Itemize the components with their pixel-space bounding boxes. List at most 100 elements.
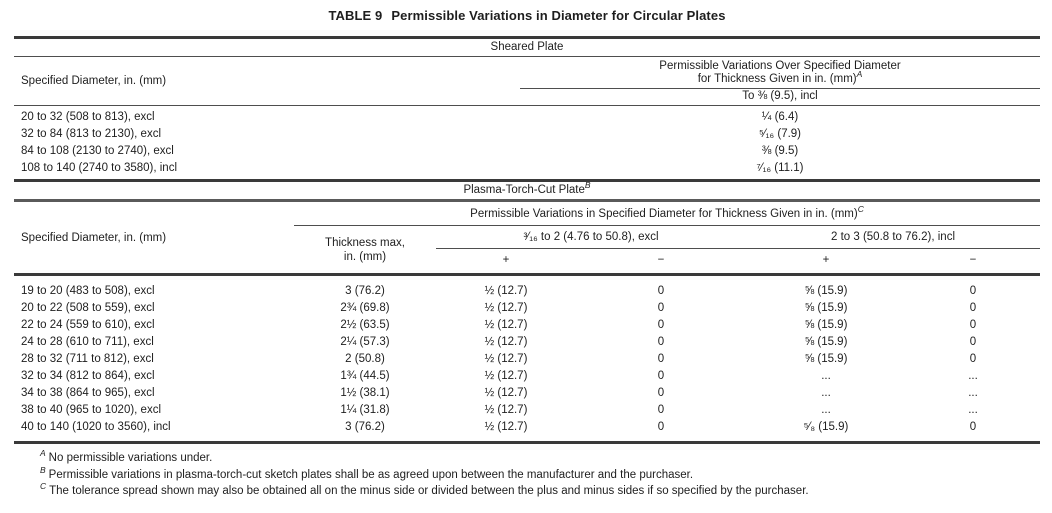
sheared-thickness-subheader: To ⅜ (9.5), incl: [742, 90, 818, 102]
diameter-cell: 22 to 24 (559 to 610), excl: [21, 318, 155, 331]
table-title: TABLE 9 Permissible Variations in Diamete…: [14, 0, 1040, 36]
diameter-cell: 32 to 34 (812 to 864), excl: [21, 369, 155, 382]
group1-plus-cell: ½ (12.7): [484, 403, 528, 416]
table-row: 24 to 28 (610 to 711), excl 2¼ (57.3) ½ …: [14, 333, 1040, 350]
footnote-a-text: No permissible variations under.: [48, 452, 213, 464]
plasma-section-label: Plasma-Torch-Cut PlateB: [14, 180, 1040, 199]
group2-plus-cell: ⅝ (15.9): [804, 284, 848, 297]
variation-cell: ¼ (6.4): [761, 110, 799, 123]
diameter-cell: 34 to 38 (864 to 965), excl: [21, 386, 155, 399]
group2-plus-cell: ⅝ (15.9): [804, 318, 848, 331]
table-number: TABLE 9: [328, 8, 383, 23]
table-row: 19 to 20 (483 to 508), excl 3 (76.2) ½ (…: [14, 282, 1040, 299]
plasma-subheader-block: Thickness max, in. (mm) ³⁄₁₆ to 2 (4.76 …: [294, 226, 1040, 273]
variation-cell: ⁷⁄₁₆ (11.1): [756, 161, 804, 174]
diameter-cell: 20 to 22 (508 to 559), excl: [21, 301, 155, 314]
sheared-variations-column: Permissible Variations Over Specified Di…: [520, 57, 1040, 105]
thickness-cell: 3 (76.2): [345, 420, 385, 433]
group2-plus-header: +: [822, 254, 830, 266]
group2-minus-cell: 0: [969, 301, 977, 314]
plasma-header-row: Specified Diameter, in. (mm) Permissible…: [14, 202, 1040, 273]
diameter-cell: 40 to 140 (1020 to 3560), incl: [21, 420, 171, 433]
group1-plus-cell: ½ (12.7): [484, 284, 528, 297]
thickness-cell: 1¾ (44.5): [340, 369, 390, 382]
diameter-cell: 108 to 140 (2740 to 3580), incl: [21, 161, 178, 174]
group2-minus-header: −: [969, 254, 977, 266]
diameter-cell: 38 to 40 (965 to 1020), excl: [21, 403, 162, 416]
group1-plus-cell: ½ (12.7): [484, 318, 528, 331]
sheared-header-top-rule: [14, 56, 1040, 57]
group1-minus-cell: 0: [657, 284, 665, 297]
table-row: 28 to 32 (711 to 812), excl 2 (50.8) ½ (…: [14, 350, 1040, 367]
table-row: 22 to 24 (559 to 610), excl 2½ (63.5) ½ …: [14, 316, 1040, 333]
footnote-b-marker: B: [40, 464, 46, 475]
plasma-variations-header-text: Permissible Variations in Specified Diam…: [470, 208, 858, 220]
thickness-max-header-line2: in. (mm): [343, 250, 387, 263]
sheared-header-row: Specified Diameter, in. (mm) Permissible…: [14, 57, 1040, 105]
variation-cell: ⁵⁄₁₆ (7.9): [758, 127, 802, 140]
plasma-diameter-header: Specified Diameter, in. (mm): [21, 231, 167, 244]
plasma-table-body: 19 to 20 (483 to 508), excl 3 (76.2) ½ (…: [14, 276, 1040, 441]
sheared-variations-header: Permissible Variations Over Specified Di…: [520, 57, 1040, 89]
group1-minus-header: −: [657, 254, 665, 266]
group1-plus-header: +: [502, 254, 510, 266]
group2-minus-cell: ...: [968, 386, 978, 399]
diameter-cell: 32 to 84 (813 to 2130), excl: [21, 127, 162, 140]
footnote-b-text: Permissible variations in plasma-torch-c…: [48, 468, 694, 481]
sheared-section-label: Sheared Plate: [490, 41, 564, 53]
thickness-group1-header: ³⁄₁₆ to 2 (4.76 to 50.8), excl: [523, 231, 659, 243]
thickness-cell: 2¼ (57.3): [340, 335, 390, 348]
footnote-ref-b: B: [584, 180, 591, 191]
group1-minus-cell: 0: [657, 352, 665, 365]
diameter-cell: 28 to 32 (711 to 812), excl: [21, 352, 154, 365]
thickness-cell: 1¼ (31.8): [340, 403, 390, 416]
footnotes-block: A No permissible variations under. B Permi…: [14, 444, 1040, 500]
table-row: 32 to 34 (812 to 864), excl 1¾ (44.5) ½ …: [14, 367, 1040, 384]
thickness-max-header: Thickness max, in. (mm): [294, 226, 436, 273]
group2-minus-cell: 0: [969, 318, 977, 331]
table-row: 40 to 140 (1020 to 3560), incl 3 (76.2) …: [14, 418, 1040, 435]
plasma-variations-header: Permissible Variations in Specified Diam…: [294, 202, 1040, 226]
plasma-header-top-rule: [14, 199, 1040, 202]
group1-minus-cell: 0: [657, 386, 665, 399]
group2-plus-cell: ⁵⁄₈ (15.9): [803, 420, 849, 433]
plus-minus-header-row: + − + −: [436, 249, 1040, 273]
group2-minus-cell: 0: [969, 420, 977, 433]
plasma-section-label-text: Plasma-Torch-Cut Plate: [463, 184, 585, 196]
footnote-c-text: The tolerance spread shown may also be o…: [49, 485, 809, 497]
top-rule: [14, 36, 1040, 39]
footnote-c: C The tolerance spread shown may also be …: [40, 482, 1040, 500]
thickness-cell: 3 (76.2): [345, 284, 385, 297]
table-title-text: Permissible Variations in Diameter for C…: [391, 8, 726, 23]
table-bottom-rule: [14, 441, 1040, 444]
variation-cell: ⅜ (9.5): [761, 144, 799, 157]
diameter-cell: 24 to 28 (610 to 711), excl: [21, 335, 154, 348]
group1-plus-cell: ½ (12.7): [484, 301, 528, 314]
footnote-ref-c: C: [857, 204, 864, 215]
thickness-groups: ³⁄₁₆ to 2 (4.76 to 50.8), excl 2 to 3 (5…: [436, 226, 1040, 273]
group1-minus-cell: 0: [657, 301, 665, 314]
group1-plus-cell: ½ (12.7): [484, 386, 528, 399]
table-row: 32 to 84 (813 to 2130), excl ⁵⁄₁₆ (7.9): [14, 125, 1040, 142]
group2-minus-cell: 0: [969, 335, 977, 348]
group2-plus-cell: ...: [821, 403, 831, 416]
group1-plus-cell: ½ (12.7): [484, 335, 528, 348]
table-row: 38 to 40 (965 to 1020), excl 1¼ (31.8) ½…: [14, 401, 1040, 418]
group1-plus-cell: ½ (12.7): [484, 369, 528, 382]
group2-minus-cell: 0: [969, 352, 977, 365]
table-row: 20 to 32 (508 to 813), excl ¼ (6.4): [14, 108, 1040, 125]
plasma-variations-columns: Permissible Variations in Specified Diam…: [294, 202, 1040, 273]
sheared-variations-header-line1: Permissible Variations Over Specified Di…: [659, 60, 901, 72]
thickness-max-header-line1: Thickness max,: [325, 236, 405, 249]
table-row: 34 to 38 (864 to 965), excl 1½ (38.1) ½ …: [14, 384, 1040, 401]
thickness-group-headers: ³⁄₁₆ to 2 (4.76 to 50.8), excl 2 to 3 (5…: [436, 226, 1040, 249]
table-row: 84 to 108 (2130 to 2740), excl ⅜ (9.5): [14, 142, 1040, 159]
group1-plus-cell: ½ (12.7): [484, 420, 528, 433]
diameter-cell: 20 to 32 (508 to 813), excl: [21, 110, 155, 123]
thickness-cell: 2¾ (69.8): [340, 301, 390, 314]
group2-plus-cell: ⅝ (15.9): [804, 352, 848, 365]
group2-minus-cell: ...: [968, 403, 978, 416]
diameter-cell: 19 to 20 (483 to 508), excl: [21, 284, 155, 297]
table-row: 20 to 22 (508 to 559), excl 2¾ (69.8) ½ …: [14, 299, 1040, 316]
